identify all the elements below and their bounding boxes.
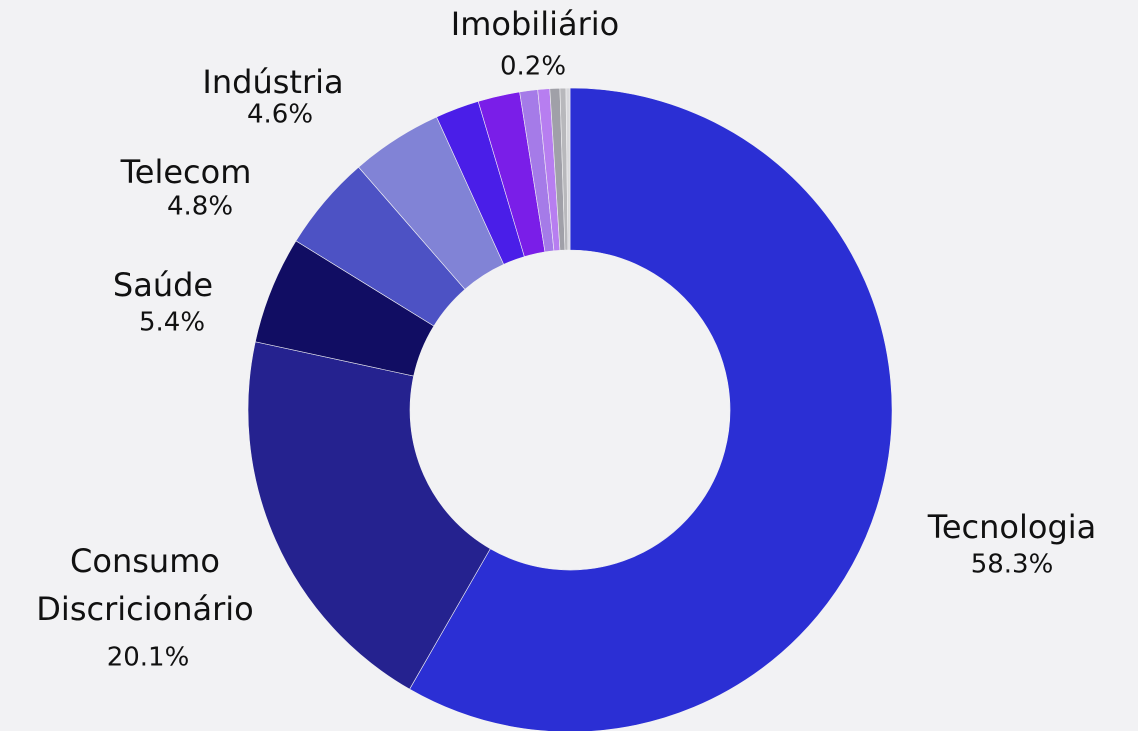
category-label: Indústria [202, 63, 344, 101]
category-label: Consumo Discricionário [36, 542, 254, 628]
category-label: Tecnologia [927, 508, 1097, 546]
value-label: 4.8% [166, 191, 234, 222]
value-label: 4.6% [246, 99, 314, 130]
donut-segment [565, 87, 571, 251]
value-label: 5.4% [138, 307, 206, 338]
value-label: 0.2% [499, 51, 567, 82]
value-label: 20.1% [106, 642, 190, 673]
donut-segment [247, 341, 491, 690]
category-label: Telecom [120, 153, 252, 191]
value-label: 58.3% [970, 549, 1054, 580]
category-label: Imobiliário [450, 5, 620, 43]
category-label: Saúde [112, 266, 214, 304]
